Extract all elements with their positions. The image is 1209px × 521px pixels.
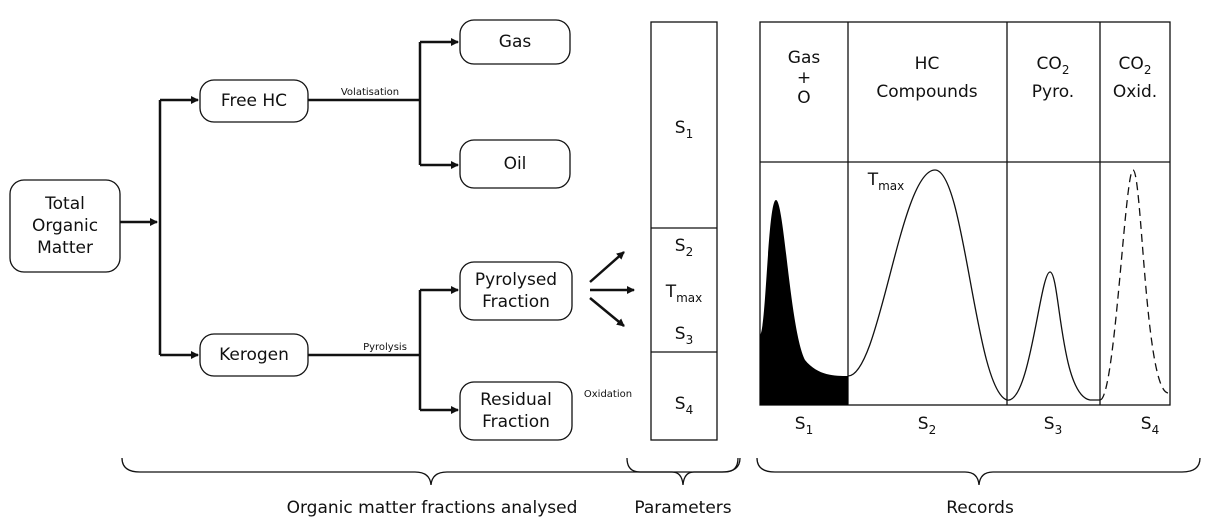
node-label: Residual: [480, 390, 552, 410]
parameter: Tmax: [665, 282, 703, 305]
column-header: Gas: [788, 48, 821, 68]
base: CO: [1037, 54, 1062, 74]
base: S: [675, 236, 686, 256]
node-label: Organic: [32, 216, 98, 236]
parameter: S3: [675, 324, 693, 347]
node-label: Total: [44, 194, 85, 214]
node-box: [459, 19, 571, 65]
record-label: S1: [795, 414, 813, 437]
base: Gas: [788, 48, 821, 68]
base: Compounds: [876, 82, 977, 102]
subscript: max: [878, 179, 904, 193]
records-frame: [759, 21, 1171, 406]
node-box: [459, 381, 573, 441]
parameter: S1: [675, 118, 693, 141]
record-label: S4: [1141, 414, 1159, 437]
subscript: 4: [686, 403, 694, 417]
parameters-column: [650, 21, 718, 441]
base: O: [797, 88, 810, 108]
column-header: Pyro.: [1032, 82, 1074, 102]
subscript: 4: [1152, 423, 1160, 437]
subscript: 1: [806, 423, 814, 437]
base: S: [918, 414, 929, 434]
parameter: S2: [675, 236, 693, 259]
base: S: [1044, 414, 1055, 434]
node-label: Pyrolysed: [475, 270, 557, 290]
column-header: CO2: [1037, 54, 1070, 77]
node-box: [459, 261, 573, 321]
section-label: Records: [946, 498, 1014, 518]
node-label: Fraction: [482, 292, 550, 312]
base: S: [675, 394, 686, 414]
base: Pyro.: [1032, 82, 1074, 102]
base: S: [795, 414, 806, 434]
base: CO: [1119, 54, 1144, 74]
base: HC: [915, 54, 940, 74]
node-label: Fraction: [482, 412, 550, 432]
subscript: 2: [1062, 63, 1070, 77]
node-label: Gas: [499, 32, 532, 52]
s2-s3-curve: [847, 169, 1100, 401]
connectors: [120, 38, 635, 414]
subscript: max: [676, 291, 702, 305]
node-label: Matter: [37, 238, 93, 258]
node-box: [9, 179, 121, 273]
subscript: 3: [686, 333, 694, 347]
peak-label: Tmax: [867, 170, 905, 193]
column-header: Compounds: [876, 82, 977, 102]
base: +: [797, 68, 811, 88]
column-header: HC: [915, 54, 940, 74]
base: S: [675, 118, 686, 138]
column-header: Oxid.: [1113, 82, 1157, 102]
subscript: 2: [929, 423, 937, 437]
record-label: S3: [1044, 414, 1062, 437]
node-label: Kerogen: [219, 345, 289, 365]
base: S: [675, 324, 686, 344]
node-label: Free HC: [221, 91, 287, 111]
s4-curve: [1099, 169, 1169, 401]
subscript: 3: [1055, 423, 1063, 437]
edge-label: Oxidation: [584, 389, 632, 400]
base: Oxid.: [1113, 82, 1157, 102]
s1-peak: [760, 200, 848, 405]
base: S: [1141, 414, 1152, 434]
section-label: Parameters: [634, 498, 731, 518]
subscript: 2: [1144, 63, 1152, 77]
base: T: [665, 282, 677, 302]
edge-label: Volatisation: [341, 87, 399, 98]
node-box: [459, 139, 571, 189]
column-header: O: [797, 88, 810, 108]
subscript: 1: [686, 127, 694, 141]
node-label: Oil: [504, 154, 527, 174]
base: T: [867, 170, 879, 190]
subscript: 2: [686, 245, 694, 259]
column-header: +: [797, 68, 811, 88]
column-header: CO2: [1119, 54, 1152, 77]
parameter: S4: [675, 394, 693, 417]
record-label: S2: [918, 414, 936, 437]
section-label: Organic matter fractions analysed: [287, 498, 578, 518]
edge-label: Pyrolysis: [363, 342, 407, 353]
braces: [121, 457, 1201, 486]
